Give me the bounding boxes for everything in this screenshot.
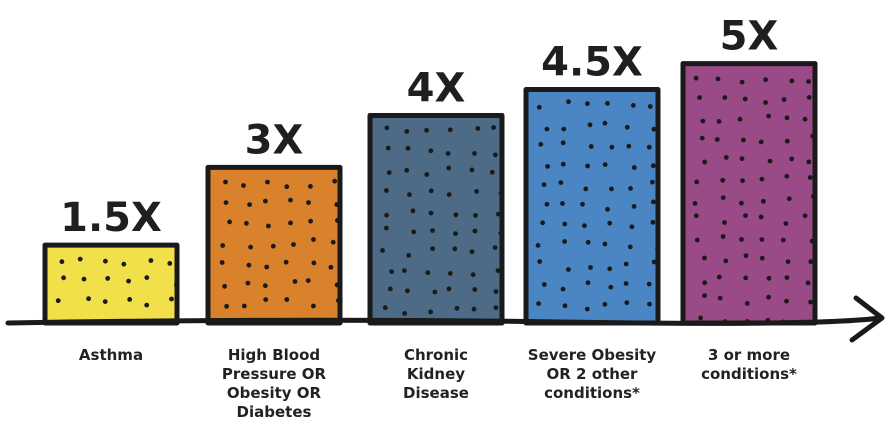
- bars-layer: [42, 61, 818, 326]
- bar-texture-1: [55, 256, 179, 308]
- bar-2: [205, 164, 343, 326]
- bar-texture-2: [219, 178, 341, 309]
- category-label-line: Severe Obesity: [527, 346, 657, 364]
- category-label-1: Asthma: [46, 346, 176, 365]
- data-label-2: 3X: [245, 117, 304, 163]
- bar-texture-5: [692, 75, 818, 325]
- x-axis-arrowhead: [849, 295, 885, 343]
- x-axis: [5, 295, 885, 343]
- category-label-line: Disease: [403, 384, 469, 402]
- category-label-line: Chronic: [403, 346, 469, 364]
- bar-4: [523, 87, 661, 326]
- category-label-line: Kidney: [406, 365, 466, 383]
- data-label-3: 4X: [407, 65, 466, 111]
- category-label-line: conditions*: [701, 365, 797, 383]
- category-label-5: 3 or more conditions*: [684, 346, 814, 384]
- category-label-line: Pressure OR: [221, 365, 327, 383]
- bar-rect-5: [680, 61, 818, 326]
- bar-3: [367, 112, 505, 326]
- data-label-4: 4.5X: [541, 40, 643, 86]
- bar-texture-4: [535, 99, 660, 312]
- bar-rect-1: [42, 242, 180, 326]
- category-label-line: OR 2 other: [546, 365, 638, 383]
- category-label-line: High Blood: [227, 346, 321, 364]
- data-labels-layer: 1.5X 3X 4X 4.5X 5X: [60, 14, 778, 242]
- bar-5: [680, 61, 818, 326]
- category-label-line: conditions*: [544, 384, 640, 402]
- x-axis-line: [5, 315, 883, 326]
- category-label-line: Diabetes: [236, 403, 312, 421]
- category-label-line: 3 or more: [707, 346, 791, 364]
- bar-texture-3: [380, 125, 504, 316]
- category-label-line: Asthma: [78, 346, 144, 364]
- bar-1: [42, 242, 180, 326]
- category-label-2: High Blood Pressure OR Obesity OR Diabetes: [209, 346, 339, 422]
- category-label-3: Chronic Kidney Disease: [371, 346, 501, 403]
- data-label-1: 1.5X: [60, 195, 162, 241]
- data-label-5: 5X: [720, 14, 779, 60]
- category-label-line: Obesity OR: [226, 384, 322, 402]
- category-label-4: Severe Obesity OR 2 other conditions*: [527, 346, 657, 403]
